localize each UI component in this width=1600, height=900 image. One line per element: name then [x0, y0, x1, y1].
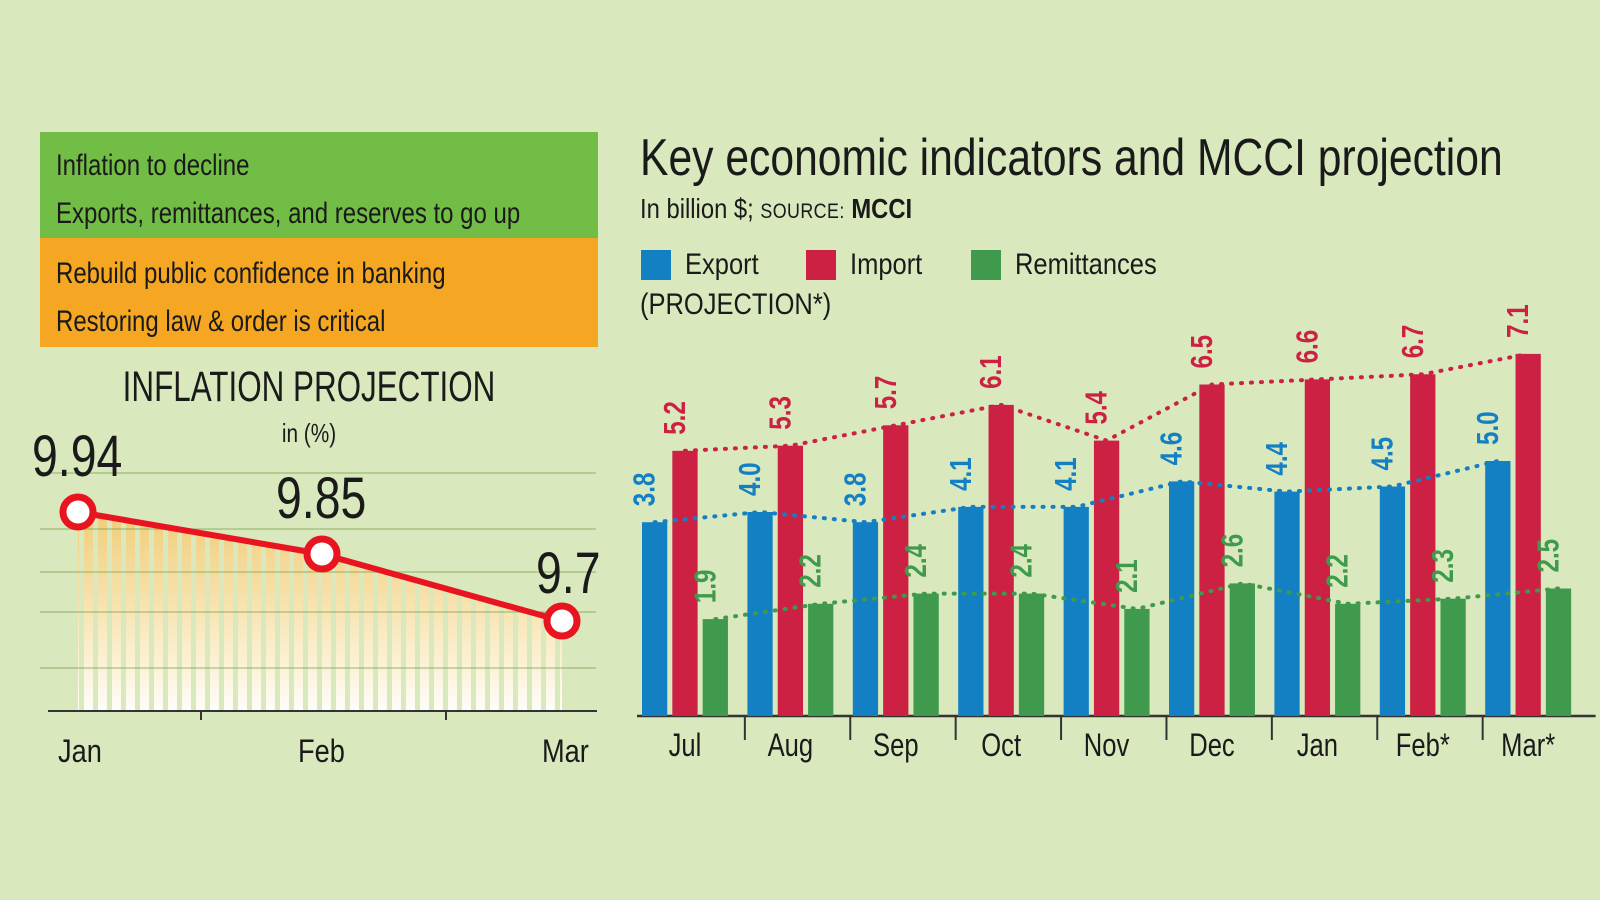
svg-text:Oct: Oct: [981, 728, 1021, 763]
svg-text:4.1: 4.1: [1048, 457, 1083, 491]
svg-text:5.0: 5.0: [1470, 411, 1505, 445]
svg-text:2.3: 2.3: [1425, 549, 1460, 583]
svg-text:Nov: Nov: [1084, 728, 1130, 763]
svg-text:6.6: 6.6: [1289, 330, 1324, 364]
svg-text:6.7: 6.7: [1395, 325, 1430, 359]
svg-text:6.1: 6.1: [973, 355, 1008, 389]
svg-text:5.3: 5.3: [762, 396, 797, 430]
svg-text:Dec: Dec: [1189, 728, 1235, 763]
svg-text:3.8: 3.8: [627, 473, 662, 507]
svg-text:2.4: 2.4: [898, 544, 933, 578]
svg-text:3.8: 3.8: [838, 473, 873, 507]
svg-text:Sep: Sep: [873, 728, 919, 763]
svg-text:Feb*: Feb*: [1396, 728, 1450, 763]
svg-text:2.2: 2.2: [793, 554, 828, 588]
svg-text:4.6: 4.6: [1154, 432, 1189, 466]
svg-text:Jan: Jan: [1297, 728, 1338, 763]
svg-text:5.4: 5.4: [1079, 391, 1114, 425]
svg-text:Jul: Jul: [669, 728, 702, 763]
svg-text:4.0: 4.0: [732, 462, 767, 496]
svg-text:1.9: 1.9: [687, 570, 722, 604]
svg-text:Aug: Aug: [768, 728, 814, 763]
svg-text:4.4: 4.4: [1259, 442, 1294, 476]
svg-text:2.4: 2.4: [1004, 544, 1039, 578]
svg-text:Mar*: Mar*: [1501, 728, 1555, 763]
svg-text:4.5: 4.5: [1365, 437, 1400, 471]
svg-text:4.1: 4.1: [943, 457, 978, 491]
svg-text:7.1: 7.1: [1500, 304, 1535, 338]
svg-text:5.7: 5.7: [868, 376, 903, 410]
svg-text:2.6: 2.6: [1214, 534, 1249, 568]
svg-text:6.5: 6.5: [1184, 335, 1219, 369]
svg-text:2.5: 2.5: [1531, 539, 1566, 573]
svg-text:5.2: 5.2: [657, 401, 692, 435]
svg-text:2.2: 2.2: [1320, 554, 1355, 588]
svg-text:2.1: 2.1: [1109, 559, 1144, 593]
